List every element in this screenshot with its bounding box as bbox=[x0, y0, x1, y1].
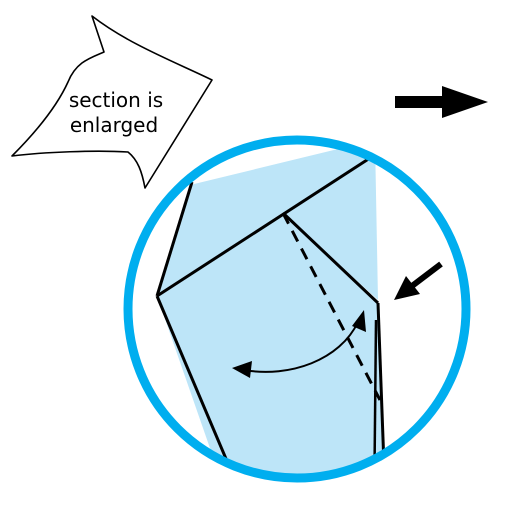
magnifier-ring bbox=[123, 135, 471, 483]
callout-shape bbox=[11, 15, 213, 189]
curved-double-arrow-icon bbox=[232, 310, 366, 378]
callout-line-2: enlarged bbox=[70, 113, 158, 137]
paper-body bbox=[157, 213, 384, 478]
enlarged-section bbox=[155, 140, 388, 478]
callout-balloon: section is enlarged bbox=[11, 15, 213, 189]
diagonal-arrow-icon bbox=[394, 261, 443, 300]
callout-line-1: section is bbox=[69, 88, 163, 112]
right-arrow-icon bbox=[395, 86, 488, 118]
fold-line bbox=[281, 212, 382, 401]
paper-flap bbox=[157, 140, 378, 300]
